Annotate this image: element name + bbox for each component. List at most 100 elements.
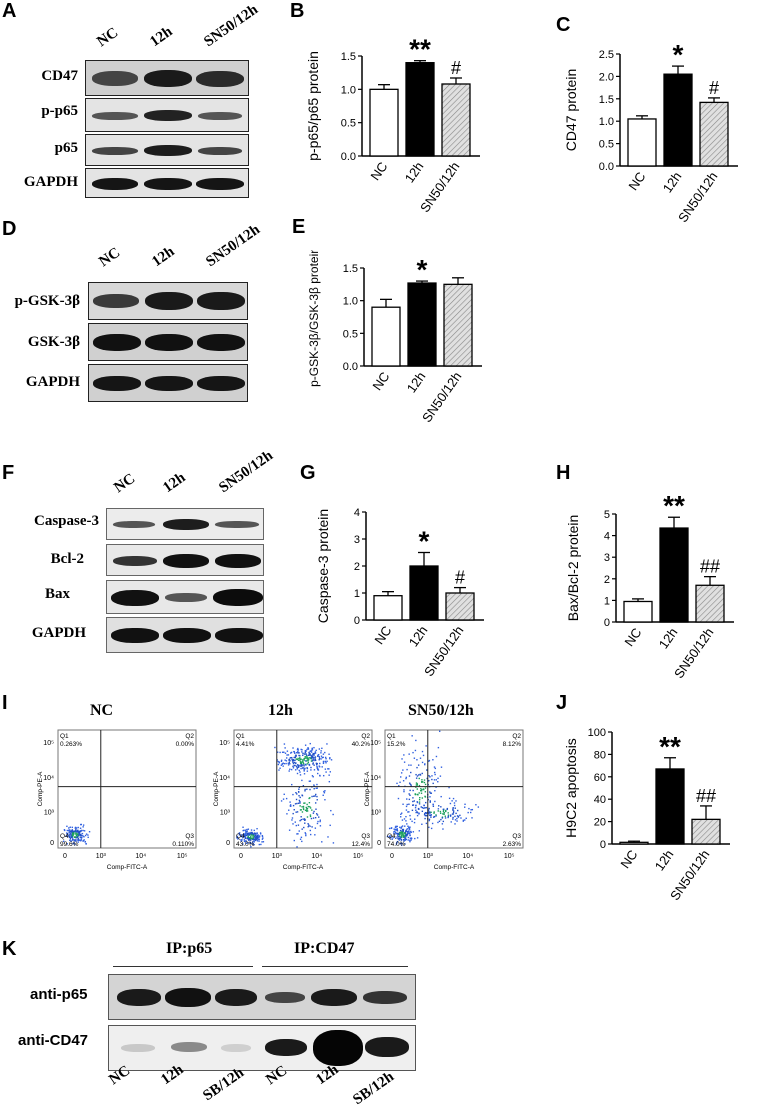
flow-event [442,828,444,830]
flow-event [321,747,323,750]
column-label: SN50/12h [216,447,276,497]
column-label: NC [96,244,124,271]
quadrant-label: 43.0% [236,841,255,848]
flow-event [404,831,407,834]
flow-event [258,840,260,842]
flow-event [258,835,261,837]
flow-event [253,833,255,835]
flow-event [301,767,304,769]
flow-event [428,775,430,777]
y-tick-label: 2.5 [599,49,614,61]
flow-event [401,830,403,832]
flow-event [78,839,81,841]
flow-event [314,816,317,819]
flow-event [261,834,264,837]
flow-event [420,792,423,794]
flow-event [477,806,480,808]
flow-event [318,757,321,759]
flow-event [324,751,326,754]
y-tick-label: 0.5 [341,118,356,130]
flow-event [415,786,417,788]
flow-event [306,816,309,818]
flow-event [301,751,303,753]
flow-event [242,826,244,828]
flow-event [442,820,445,823]
flow-event [292,747,294,749]
flow-event [439,812,442,814]
flow-event [68,831,70,833]
flow-event [250,833,253,836]
quadrant-label: 12.4% [352,841,371,848]
flow-event [424,783,427,786]
flow-event [428,760,430,762]
flow-event [286,754,288,756]
flow-event [412,831,415,833]
flow-event [297,752,299,754]
flow-event [405,805,408,808]
bar [443,283,473,367]
flow-event [319,825,322,827]
flow-event [297,833,299,835]
flow-event [251,833,254,835]
flow-event [69,839,71,841]
flow-event [386,835,389,838]
flow-event [304,755,306,758]
flow-event [82,840,84,842]
flow-event [396,832,398,835]
flow-event [79,830,82,833]
flow-event [405,776,408,779]
flow-event [324,799,326,801]
flow-event [79,834,81,837]
flow-event [83,839,85,841]
flow-event [392,836,394,839]
flow-event [297,824,300,826]
flow-event [399,842,402,845]
band [121,1044,155,1052]
y-tick-label: 1.0 [599,116,614,128]
flow-event [258,843,261,846]
flow-event [449,802,452,805]
flow-event [416,811,419,814]
flow-event [251,837,253,840]
flow-event [411,735,413,737]
flow-event [406,798,408,800]
flow-event [316,764,318,766]
x-tick-label: 10⁵ [504,853,515,860]
flow-event [284,759,286,761]
flow-event [307,825,309,828]
flow-event [79,839,82,842]
flow-event [311,809,313,811]
flow-event [401,833,403,835]
flow-event [314,802,317,804]
flow-event [73,839,75,841]
flow-event [63,829,66,832]
flow-event [316,795,318,798]
flow-event [452,807,454,809]
flow-event [322,761,325,763]
flow-event [314,795,316,797]
flow-event [452,816,454,819]
flow-event [332,813,334,816]
flow-event [410,839,412,841]
flow-event [420,790,423,792]
y-tick-label: 4 [354,507,360,519]
quadrant-label: Q2 [185,733,194,740]
flow-event [303,773,306,775]
x-tick-label: 10³ [96,853,107,860]
flow-event [303,826,305,829]
flow-event [329,757,331,760]
flow-event [400,835,403,837]
band [265,1039,307,1056]
flow-event [288,770,290,772]
flow-event [475,804,477,806]
flow-event [285,797,288,800]
band [213,589,263,606]
flow-event [405,820,407,822]
flow-event [85,843,87,845]
flow-event [408,828,411,830]
flow-event [429,776,431,778]
flow-event [260,843,262,846]
flow-event [69,837,72,840]
flow-event [402,838,405,841]
flow-event [435,779,438,781]
